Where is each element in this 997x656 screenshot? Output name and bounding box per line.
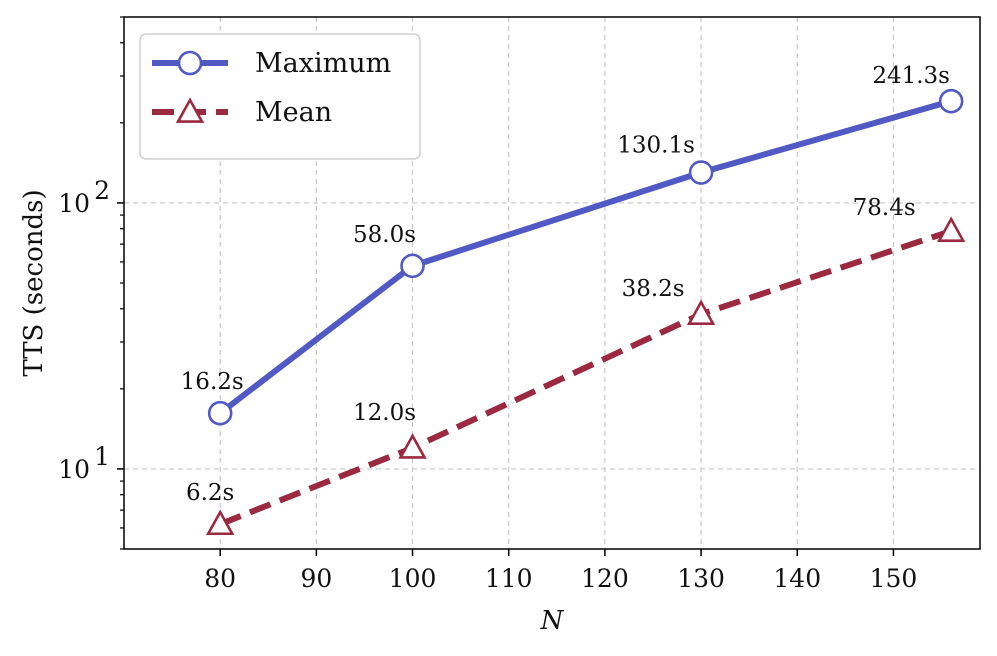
data-point-mean [936, 216, 966, 242]
y-axis-title: TTS (seconds) [19, 189, 49, 376]
y-tick-exponent: 2 [94, 176, 110, 205]
x-axis-title: N [540, 606, 565, 636]
data-label-maximum: 16.2s [181, 369, 244, 395]
x-tick-label: 130 [677, 564, 725, 593]
x-tick-label: 150 [870, 564, 918, 593]
data-label-maximum: 241.3s [872, 63, 950, 89]
x-tick-label: 80 [204, 564, 236, 593]
y-tick-exponent: 1 [94, 442, 110, 471]
legend-label-maximum: Maximum [255, 48, 391, 79]
series-line-maximum [218, 98, 952, 416]
x-tick-label: 140 [773, 564, 821, 593]
data-point-maximum [688, 160, 714, 185]
data-point-mean [398, 433, 427, 459]
y-tick-label: 10 [58, 455, 90, 484]
legend-marker-mean [175, 97, 205, 123]
x-tick-label: 90 [300, 564, 332, 593]
y-tick-label: 10 [58, 189, 90, 218]
data-label-mean: 6.2s [186, 480, 234, 506]
data-point-maximum [207, 400, 233, 426]
data-point-mean [205, 509, 235, 536]
series-line-mean [219, 228, 953, 527]
plot-frame [123, 16, 981, 550]
legend-marker-maximum [177, 50, 203, 76]
series-mean: 6.2s 12.0s 38.2s 78.4s [186, 195, 966, 536]
series-maximum: 16.2s 58.0s 130.1s 241.3s [181, 63, 964, 426]
data-point-maximum [938, 88, 964, 114]
data-label-maximum: 58.0s [353, 222, 416, 248]
x-tick-label: 120 [581, 564, 629, 593]
data-label-maximum: 130.1s [617, 133, 695, 159]
legend-label-mean: Mean [255, 97, 332, 128]
data-point-mean [686, 299, 716, 325]
data-label-mean: 12.0s [353, 400, 416, 426]
x-tick-label: 110 [485, 564, 533, 593]
legend: Maximum Mean [139, 33, 421, 160]
data-label-mean: 38.2s [622, 276, 685, 302]
data-point-maximum [400, 253, 425, 279]
series-layer: 16.2s 58.0s 130.1s 241.3s 6.2s 12.0s 38.2s 78.4… [181, 63, 966, 536]
data-label-mean: 78.4s [853, 195, 916, 221]
x-tick-label: 100 [389, 564, 437, 593]
